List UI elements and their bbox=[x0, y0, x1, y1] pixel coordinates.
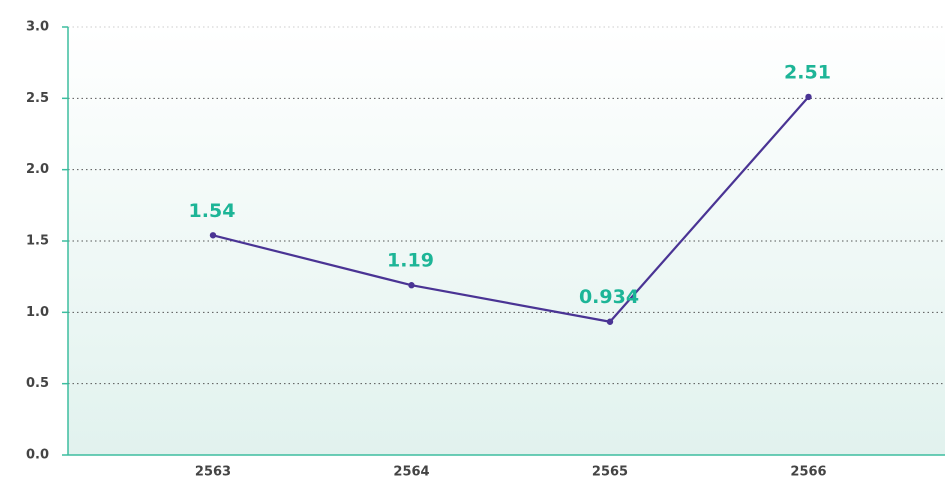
y-tick-label: 1.5 bbox=[26, 234, 49, 249]
point bbox=[606, 318, 614, 325]
x-tick-label: 2563 bbox=[195, 465, 231, 480]
x-tick-label: 2565 bbox=[592, 465, 628, 480]
value-label: 1.19 bbox=[387, 250, 434, 272]
value-label: 0.934 bbox=[579, 286, 639, 308]
line bbox=[212, 96, 810, 323]
y-tick-label: 2.5 bbox=[26, 91, 49, 106]
point bbox=[408, 282, 415, 289]
x-tick-label: 2564 bbox=[393, 465, 429, 480]
value-label: 2.51 bbox=[784, 61, 831, 83]
y-tick-label: 3.0 bbox=[26, 20, 49, 35]
x-tick-label: 2566 bbox=[790, 465, 826, 480]
y-tick-label: 0.5 bbox=[26, 376, 49, 391]
y-tick-label: 1.0 bbox=[26, 305, 49, 320]
y-tick-label: 2.0 bbox=[26, 162, 49, 177]
value-label: 1.54 bbox=[189, 200, 236, 222]
point bbox=[805, 93, 812, 101]
point bbox=[209, 232, 217, 239]
plot-background bbox=[68, 27, 945, 455]
y-tick-label: 0.0 bbox=[26, 448, 49, 463]
